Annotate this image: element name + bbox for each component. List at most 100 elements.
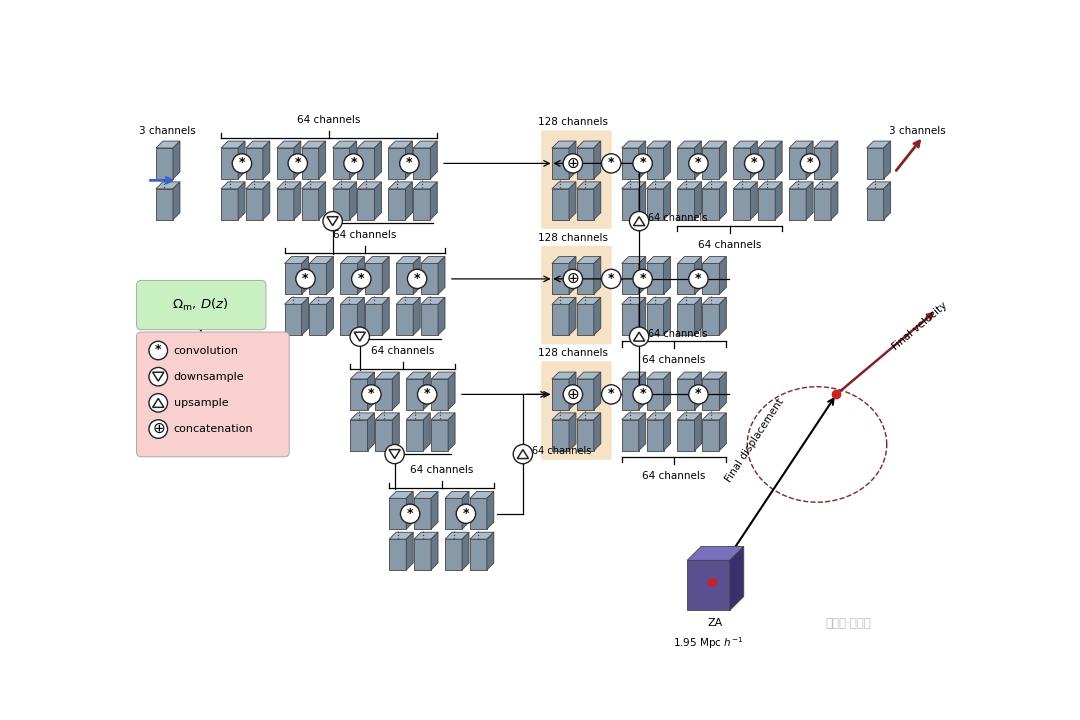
Polygon shape (276, 189, 294, 220)
Polygon shape (357, 256, 364, 294)
Polygon shape (883, 182, 891, 220)
Polygon shape (702, 420, 719, 451)
Polygon shape (156, 148, 173, 179)
Polygon shape (487, 532, 494, 570)
Polygon shape (758, 141, 782, 148)
Polygon shape (730, 546, 744, 611)
Polygon shape (445, 539, 462, 570)
Circle shape (563, 384, 582, 404)
Polygon shape (594, 256, 600, 294)
Polygon shape (719, 297, 727, 335)
Text: $\oplus$: $\oplus$ (566, 271, 580, 286)
Text: *: * (807, 156, 813, 169)
Text: 64 channels: 64 channels (648, 328, 707, 338)
Polygon shape (569, 141, 576, 179)
Polygon shape (814, 182, 838, 189)
Polygon shape (806, 182, 813, 220)
Polygon shape (789, 148, 806, 179)
Polygon shape (350, 413, 375, 420)
Circle shape (400, 154, 419, 173)
Text: 公众号·新智元: 公众号·新智元 (825, 617, 870, 631)
Polygon shape (389, 492, 414, 498)
Polygon shape (445, 492, 469, 498)
Polygon shape (702, 182, 727, 189)
Polygon shape (284, 297, 309, 305)
Polygon shape (431, 420, 448, 451)
Polygon shape (365, 305, 382, 335)
Circle shape (563, 269, 582, 289)
Polygon shape (309, 256, 334, 264)
Polygon shape (431, 372, 455, 379)
FancyBboxPatch shape (541, 130, 611, 229)
Polygon shape (694, 413, 702, 451)
Polygon shape (677, 297, 702, 305)
Text: 64 channels: 64 channels (643, 471, 705, 481)
Text: *: * (407, 507, 414, 520)
Polygon shape (284, 264, 301, 294)
Polygon shape (365, 264, 382, 294)
Polygon shape (663, 182, 671, 220)
Polygon shape (758, 182, 782, 189)
Polygon shape (276, 141, 301, 148)
Polygon shape (577, 182, 600, 189)
Polygon shape (470, 492, 494, 498)
Polygon shape (406, 413, 430, 420)
Polygon shape (569, 372, 576, 410)
Polygon shape (638, 182, 646, 220)
Polygon shape (677, 256, 702, 264)
Polygon shape (276, 148, 294, 179)
Text: 64 channels: 64 channels (333, 230, 396, 240)
Circle shape (602, 384, 621, 404)
Polygon shape (414, 492, 438, 498)
Polygon shape (156, 182, 180, 189)
Polygon shape (319, 182, 326, 220)
Polygon shape (577, 256, 600, 264)
Polygon shape (622, 148, 638, 179)
Polygon shape (389, 498, 406, 529)
Polygon shape (647, 189, 663, 220)
Circle shape (633, 384, 652, 404)
Polygon shape (350, 182, 356, 220)
Polygon shape (221, 182, 245, 189)
Polygon shape (445, 498, 462, 529)
Polygon shape (647, 379, 663, 410)
Circle shape (744, 154, 764, 173)
Polygon shape (357, 297, 364, 335)
Polygon shape (357, 182, 381, 189)
Text: $\oplus$: $\oplus$ (566, 387, 580, 402)
Text: *: * (696, 156, 702, 169)
Polygon shape (421, 256, 445, 264)
Polygon shape (284, 305, 301, 335)
Polygon shape (719, 182, 727, 220)
Polygon shape (396, 297, 420, 305)
Polygon shape (309, 297, 334, 305)
Circle shape (362, 384, 381, 404)
Polygon shape (647, 413, 671, 420)
Polygon shape (405, 182, 413, 220)
Polygon shape (694, 182, 702, 220)
Polygon shape (421, 264, 438, 294)
Polygon shape (333, 148, 350, 179)
Polygon shape (647, 305, 663, 335)
Text: *: * (302, 271, 309, 285)
Polygon shape (694, 372, 702, 410)
Polygon shape (569, 413, 576, 451)
Polygon shape (694, 297, 702, 335)
Polygon shape (594, 141, 600, 179)
Circle shape (513, 444, 532, 464)
Polygon shape (276, 182, 301, 189)
Circle shape (689, 384, 708, 404)
Polygon shape (775, 141, 782, 179)
Polygon shape (677, 420, 694, 451)
Polygon shape (577, 297, 600, 305)
Polygon shape (866, 189, 883, 220)
Polygon shape (414, 539, 431, 570)
Polygon shape (758, 189, 775, 220)
Polygon shape (238, 182, 245, 220)
Polygon shape (577, 372, 600, 379)
Polygon shape (831, 182, 838, 220)
Polygon shape (294, 141, 301, 179)
Circle shape (384, 444, 404, 464)
Polygon shape (702, 297, 727, 305)
Polygon shape (350, 141, 356, 179)
